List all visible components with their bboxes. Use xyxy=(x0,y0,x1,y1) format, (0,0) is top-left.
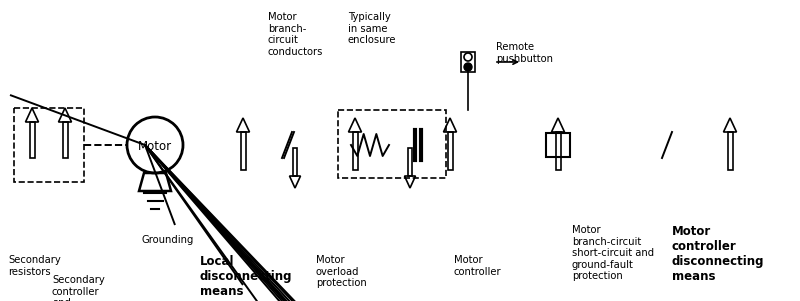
Text: Local
disconnecting
means: Local disconnecting means xyxy=(200,255,293,298)
Text: Secondary
resistors: Secondary resistors xyxy=(8,255,61,277)
Text: Remote
pushbutton: Remote pushbutton xyxy=(496,42,553,64)
Text: Motor: Motor xyxy=(138,141,172,154)
Text: Typically
in same
enclosure: Typically in same enclosure xyxy=(348,12,397,45)
Text: Secondary
controller
and
conductors: Secondary controller and conductors xyxy=(52,275,107,301)
Text: Motor
controller
disconnecting
means: Motor controller disconnecting means xyxy=(672,225,765,283)
Text: Motor
branch-
circuit
conductors: Motor branch- circuit conductors xyxy=(268,12,323,57)
Text: Grounding: Grounding xyxy=(142,235,194,245)
Text: Motor
overload
protection: Motor overload protection xyxy=(316,255,366,288)
Text: Motor
branch-circuit
short-circuit and
ground-fault
protection: Motor branch-circuit short-circuit and g… xyxy=(572,225,654,281)
Text: Motor
controller: Motor controller xyxy=(454,255,502,277)
Circle shape xyxy=(464,63,472,71)
